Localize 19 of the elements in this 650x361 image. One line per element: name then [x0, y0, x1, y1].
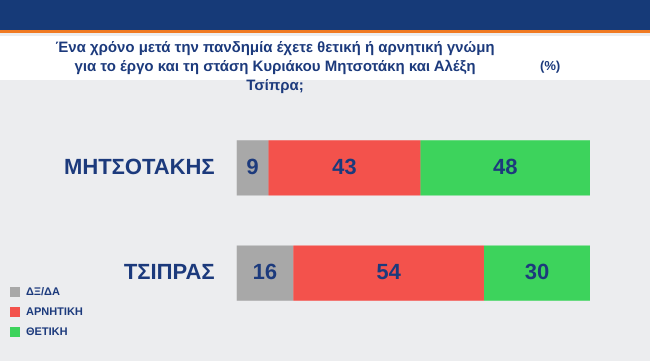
legend-label: ΑΡΝΗΤΙΚΗ: [26, 306, 83, 318]
chart-title: Ένα χρόνο μετά την πανδημία έχετε θετική ή αρνητική γνώμη για το έργο και τη στάση Κυριάκου Μητσοτάκη και Αλέξη Τσίπρα;: [54, 38, 496, 95]
bar: [484, 246, 590, 301]
y-tick-label: ΜΗΤΣΟΤΑΚΗΣ: [64, 154, 215, 179]
bar: [236, 246, 294, 301]
bar: [293, 246, 484, 301]
data-label: 30: [524, 259, 550, 284]
bar: [420, 140, 590, 196]
data-label: 54: [376, 259, 402, 284]
legend-label: ΘΕΤΙΚΗ: [26, 326, 68, 338]
data-label: 43: [332, 154, 357, 179]
data-label: 9: [246, 154, 259, 179]
text: (%): [540, 58, 560, 73]
data-label: 48: [492, 154, 518, 179]
y-tick-label: ΤΣΙΠΡΑΣ: [124, 259, 215, 284]
bar: [268, 140, 420, 196]
legend-label: ΔΞ/ΔΑ: [26, 286, 60, 298]
data-label: 16: [252, 259, 278, 284]
bar: [236, 140, 268, 196]
